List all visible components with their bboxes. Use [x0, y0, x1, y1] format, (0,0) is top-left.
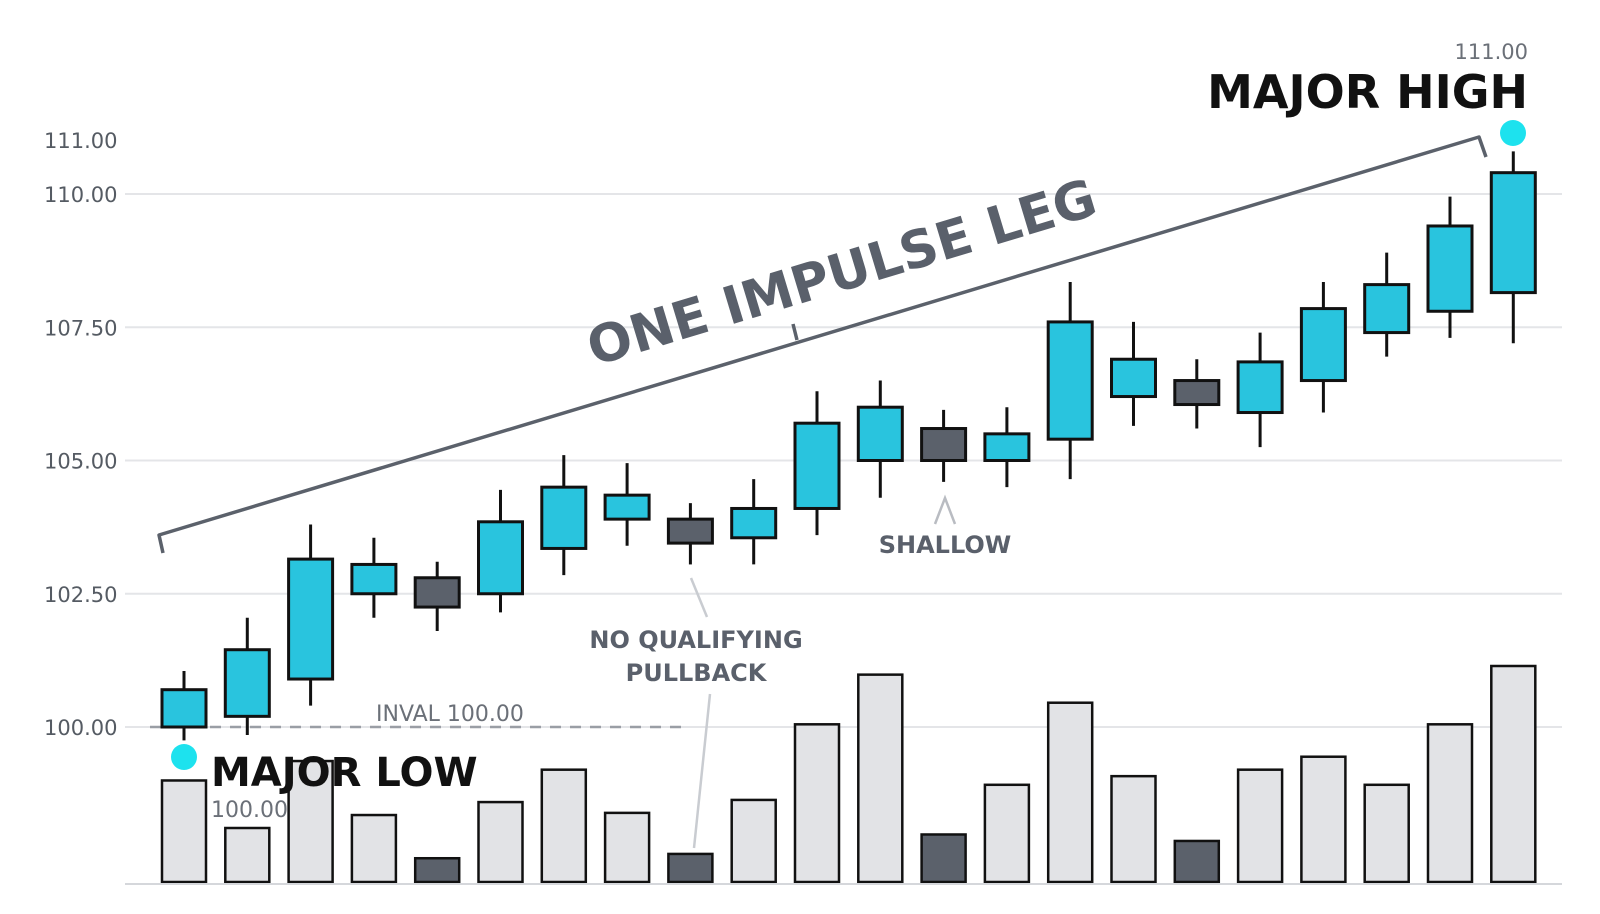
candle-body: [477, 520, 524, 596]
pullback-pointer-upper: [689, 577, 709, 618]
major-low-dot: [171, 744, 197, 770]
candle: [1173, 359, 1221, 429]
volume-bar: [1236, 768, 1284, 884]
volume-bar: [1426, 723, 1474, 884]
extreme-markers: MAJOR LOW 100.00 MAJOR HIGH 111.00: [171, 40, 1528, 823]
volume-bar: [413, 856, 461, 884]
pullback-label-line2: PULLBACK: [626, 659, 768, 687]
y-tick-label: 107.50: [44, 316, 117, 340]
volume-bar: [1046, 701, 1094, 884]
impulse-bracket-line: [157, 135, 1488, 554]
major-low-label: MAJOR LOW: [211, 750, 478, 796]
major-high-label: MAJOR HIGH: [1207, 65, 1528, 119]
candle: [920, 409, 968, 482]
candle: [477, 489, 524, 613]
candle: [540, 455, 588, 576]
candle-body: [160, 688, 208, 729]
candle: [1363, 252, 1411, 357]
shallow-label: SHALLOW: [879, 531, 1012, 559]
candle-body: [983, 432, 1031, 463]
candle: [1046, 281, 1094, 480]
candle-body: [1046, 320, 1094, 441]
candle-body: [603, 493, 651, 521]
y-tick-label: 105.00: [44, 450, 117, 474]
volume-bar: [350, 813, 398, 884]
volume-bar: [1490, 664, 1537, 884]
y-tick-label: 110.00: [44, 183, 117, 207]
volume-bar: [920, 833, 967, 884]
candle-body: [1489, 171, 1537, 295]
candle: [793, 391, 841, 536]
candle-body: [1236, 360, 1284, 415]
invalidation-label: INVAL 100.00: [376, 702, 524, 727]
volume-bar: [540, 768, 588, 884]
volume-bar: [857, 673, 904, 884]
candle-body: [350, 562, 398, 596]
candle-body: [1426, 224, 1474, 313]
volume-bar: [1300, 755, 1347, 884]
volume-bars: [160, 664, 1537, 884]
volume-bar: [1173, 839, 1221, 884]
candle-body: [856, 405, 904, 463]
candle-body: [1299, 307, 1347, 383]
pullback-label-line1: NO QUALIFYING: [589, 626, 802, 654]
candle: [413, 561, 461, 632]
candle: [1426, 196, 1474, 338]
y-axis: 100.00 102.50 105.00 107.50 110.00 111.00: [44, 129, 117, 740]
y-tick-label: 102.50: [44, 583, 117, 607]
major-high-dot: [1500, 120, 1526, 146]
candle: [603, 463, 651, 546]
candle: [1110, 321, 1157, 426]
pullback-annotation: NO QUALIFYING PULLBACK: [589, 577, 803, 849]
candle: [666, 503, 714, 565]
candle-body: [666, 517, 714, 545]
candle-body: [1363, 283, 1411, 335]
candle-body: [920, 427, 968, 462]
shallow-annotation: SHALLOW: [879, 494, 1012, 559]
volume-bar: [667, 852, 714, 884]
volume-bar: [477, 800, 524, 884]
volume-bar: [983, 783, 1031, 884]
candle-body: [1110, 357, 1157, 399]
candle: [856, 380, 904, 498]
pullback-pointer-lower: [692, 693, 712, 849]
candle-body: [287, 557, 335, 681]
volume-bar: [287, 759, 334, 884]
candle: [1489, 151, 1537, 344]
major-low-value: 100.00: [211, 798, 288, 823]
volume-bar: [1110, 774, 1157, 884]
shallow-caret: [933, 494, 957, 525]
y-tick-label: 100.00: [44, 716, 117, 740]
candle: [223, 617, 271, 735]
candles: [160, 151, 1537, 741]
volume-bar: [160, 779, 208, 884]
volume-bar: [224, 826, 271, 884]
candle-body: [223, 648, 271, 718]
candle: [160, 671, 208, 741]
y-tick-label: 111.00: [44, 129, 117, 153]
volume-bar: [603, 811, 651, 884]
volume-bar: [793, 723, 841, 884]
candle: [983, 407, 1031, 488]
candle: [350, 537, 398, 618]
volume-bar: [1363, 783, 1410, 884]
candle: [730, 479, 778, 565]
major-high-value: 111.00: [1455, 40, 1528, 64]
candle-body: [540, 485, 588, 550]
candle-body: [413, 576, 461, 609]
candle-body: [730, 506, 778, 540]
candle: [1299, 281, 1347, 413]
candle: [287, 524, 335, 706]
candle-body: [1173, 379, 1221, 407]
candle: [1236, 332, 1284, 448]
volume-bar: [730, 798, 777, 884]
candle-body: [793, 421, 841, 510]
